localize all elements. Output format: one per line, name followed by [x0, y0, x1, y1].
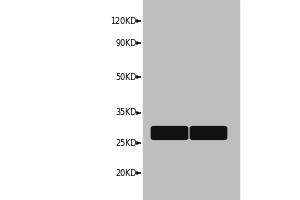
Text: 20KD: 20KD — [115, 168, 136, 178]
Text: 35KD: 35KD — [115, 108, 136, 117]
Bar — [142, 0, 238, 200]
FancyBboxPatch shape — [152, 127, 188, 139]
Text: 120KD: 120KD — [110, 17, 136, 25]
Text: 50KD: 50KD — [115, 72, 136, 82]
Text: 25KD: 25KD — [115, 138, 136, 147]
FancyBboxPatch shape — [190, 127, 227, 139]
Text: 90KD: 90KD — [115, 38, 136, 47]
